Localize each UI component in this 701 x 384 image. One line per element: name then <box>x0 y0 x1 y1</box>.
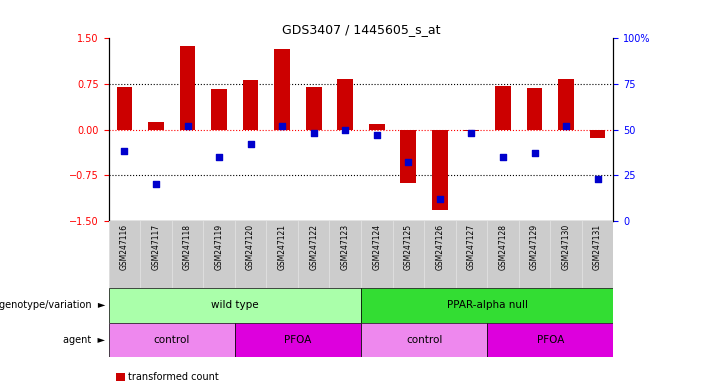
Bar <box>148 122 164 130</box>
Text: GSM247130: GSM247130 <box>562 224 571 270</box>
Point <box>592 176 604 182</box>
Title: GDS3407 / 1445605_s_at: GDS3407 / 1445605_s_at <box>282 23 440 36</box>
Text: control: control <box>406 335 442 345</box>
Bar <box>400 130 416 183</box>
Point <box>466 130 477 136</box>
Point <box>403 159 414 166</box>
Bar <box>361 288 613 323</box>
Text: transformed count: transformed count <box>128 372 219 382</box>
Point <box>245 141 257 147</box>
Bar <box>116 87 132 130</box>
Text: GSM247128: GSM247128 <box>498 224 508 270</box>
Text: GSM247131: GSM247131 <box>593 224 602 270</box>
Point <box>340 127 351 133</box>
Point <box>435 196 446 202</box>
Text: GSM247122: GSM247122 <box>309 224 318 270</box>
Bar <box>243 80 259 130</box>
Text: wild type: wild type <box>211 300 259 310</box>
Text: PFOA: PFOA <box>284 335 312 345</box>
Bar <box>274 49 290 130</box>
Text: GSM247118: GSM247118 <box>183 224 192 270</box>
Bar <box>179 46 196 130</box>
Bar <box>558 79 574 130</box>
Bar <box>487 323 613 357</box>
Text: GSM247124: GSM247124 <box>372 224 381 270</box>
Text: GSM247121: GSM247121 <box>278 224 287 270</box>
Text: GSM247129: GSM247129 <box>530 224 539 270</box>
Text: GSM247125: GSM247125 <box>404 224 413 270</box>
Bar <box>590 130 606 137</box>
Bar <box>306 87 322 130</box>
Text: genotype/variation  ►: genotype/variation ► <box>0 300 105 310</box>
Text: GSM247126: GSM247126 <box>435 224 444 270</box>
Text: GSM247123: GSM247123 <box>341 224 350 270</box>
Point <box>308 130 320 136</box>
Text: control: control <box>154 335 190 345</box>
Bar <box>235 323 361 357</box>
Bar <box>463 130 479 131</box>
Text: GSM247119: GSM247119 <box>215 224 224 270</box>
Point <box>498 154 509 160</box>
Point <box>529 150 540 156</box>
Point <box>214 154 225 160</box>
Point <box>372 132 383 138</box>
Text: GSM247120: GSM247120 <box>246 224 255 270</box>
Bar <box>361 323 487 357</box>
Point <box>182 123 193 129</box>
Bar <box>337 79 353 130</box>
Text: GSM247127: GSM247127 <box>467 224 476 270</box>
Text: GSM247116: GSM247116 <box>120 224 129 270</box>
Point <box>151 181 162 187</box>
Text: PFOA: PFOA <box>536 335 564 345</box>
Bar <box>369 124 385 130</box>
Text: PPAR-alpha null: PPAR-alpha null <box>447 300 528 310</box>
Bar <box>211 89 227 130</box>
Bar <box>526 88 543 130</box>
Text: GSM247117: GSM247117 <box>151 224 161 270</box>
Bar <box>432 130 448 210</box>
Point <box>119 149 130 155</box>
Bar <box>109 323 235 357</box>
Point <box>561 123 572 129</box>
Bar <box>109 288 361 323</box>
Bar <box>495 86 511 130</box>
Text: agent  ►: agent ► <box>63 335 105 345</box>
Point <box>277 123 288 129</box>
